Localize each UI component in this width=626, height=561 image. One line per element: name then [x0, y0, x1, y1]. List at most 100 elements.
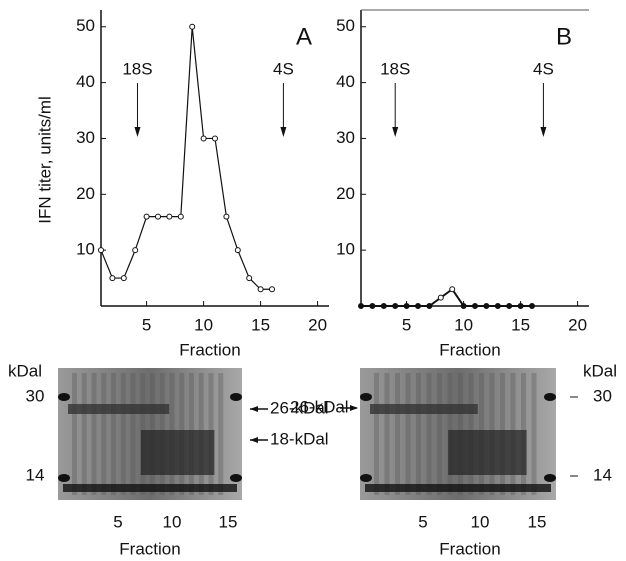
data-point: [246, 275, 253, 282]
x-tick-label: 15: [511, 315, 530, 334]
gel-lane: [437, 373, 442, 495]
lane-label: 15: [528, 512, 547, 531]
data-line: [361, 287, 532, 307]
y-tick-label: 20: [336, 184, 355, 203]
x-tick-label: 20: [568, 315, 587, 334]
y-tick-label: 30: [76, 128, 95, 147]
data-point: [223, 213, 230, 220]
gel-x-label: Fraction: [119, 539, 180, 558]
data-point: [98, 247, 104, 254]
gel-lane: [416, 373, 421, 495]
annotation: 4S: [273, 59, 294, 78]
data-point: [392, 303, 399, 309]
x-axis-label: Fraction: [179, 340, 240, 359]
arrowhead: [250, 437, 258, 443]
lane-label: 5: [113, 512, 122, 531]
marker-band: [58, 393, 70, 401]
data-point: [358, 303, 364, 309]
data-point: [189, 23, 196, 30]
data-point: [200, 135, 207, 142]
x-tick-label: 20: [308, 315, 327, 334]
gel-lane: [218, 373, 224, 495]
y-tick-label: 40: [336, 72, 355, 91]
data-point: [109, 275, 116, 282]
arrowhead: [250, 406, 258, 412]
unit-label: kDal: [8, 361, 42, 380]
x-axis-label: Fraction: [439, 340, 500, 359]
gel-x-label: Fraction: [439, 539, 500, 558]
data-point: [437, 294, 444, 301]
arrowhead: [350, 405, 358, 411]
data-point: [143, 213, 150, 220]
arrow-label: 26-kDal: [270, 398, 329, 417]
lane-label: 10: [471, 512, 490, 531]
marker-band: [360, 393, 372, 401]
y-tick-label: 10: [76, 240, 95, 259]
data-point: [212, 135, 218, 142]
y-tick-label: 40: [76, 72, 95, 91]
gel-band: [68, 404, 170, 414]
unit-label: kDal: [583, 361, 617, 380]
gel-band: [370, 404, 478, 414]
x-tick-label: 15: [251, 315, 270, 334]
data-point: [415, 303, 421, 309]
annotation-arrowhead: [280, 127, 287, 137]
gel-lane: [111, 373, 116, 495]
gel-lane: [374, 373, 379, 495]
marker-label: 14: [593, 465, 612, 484]
gel-band: [448, 430, 527, 475]
marker-band: [58, 474, 70, 482]
arrow-label: 18-kDal: [270, 429, 329, 448]
gel-lane: [81, 373, 87, 495]
data-point: [426, 303, 433, 309]
lane-label: 15: [219, 512, 238, 531]
gel-lane: [130, 373, 136, 495]
data-point: [506, 303, 513, 309]
data-point: [369, 303, 376, 309]
annotation-arrowhead: [134, 127, 141, 137]
gel-lane: [101, 373, 107, 495]
gel-lane: [120, 373, 126, 495]
gel-lane: [405, 373, 411, 495]
gel-band: [140, 430, 215, 475]
y-tick-label: 30: [336, 128, 355, 147]
data-point: [472, 303, 478, 309]
gel-band: [63, 484, 237, 492]
gel-lane: [91, 373, 97, 495]
marker-band: [544, 474, 556, 482]
marker-label: 30: [26, 386, 45, 405]
data-point: [517, 303, 524, 309]
lane-label: 5: [418, 512, 427, 531]
data-point: [449, 286, 456, 293]
marker-band: [360, 474, 372, 482]
marker-band: [230, 474, 242, 482]
x-tick-label: 5: [142, 315, 151, 334]
y-tick-label: 50: [76, 16, 95, 35]
lane-label: 10: [163, 512, 182, 531]
data-point: [269, 286, 275, 293]
data-point: [177, 213, 184, 220]
data-point: [403, 303, 410, 309]
marker-label: 30: [593, 386, 612, 405]
marker-label: 14: [26, 465, 45, 484]
arrow-label: 26-kDal: [290, 397, 349, 416]
gel-lane: [395, 373, 400, 495]
x-tick-label: 10: [194, 315, 213, 334]
y-axis-label: IFN titer, units/ml: [35, 96, 54, 224]
annotation-arrowhead: [540, 127, 547, 137]
annotation: 4S: [533, 59, 554, 78]
data-point: [120, 275, 127, 282]
data-point: [155, 213, 161, 220]
data-line: [100, 26, 272, 290]
y-tick-label: 10: [336, 240, 355, 259]
data-point: [483, 303, 490, 309]
x-tick-label: 10: [454, 315, 473, 334]
gel-lane: [531, 373, 537, 495]
data-point: [529, 303, 535, 309]
data-point: [234, 247, 241, 254]
data-point: [257, 286, 264, 293]
x-tick-label: 5: [402, 315, 411, 334]
gel-lane: [384, 373, 390, 495]
annotation: 18S: [122, 59, 152, 78]
